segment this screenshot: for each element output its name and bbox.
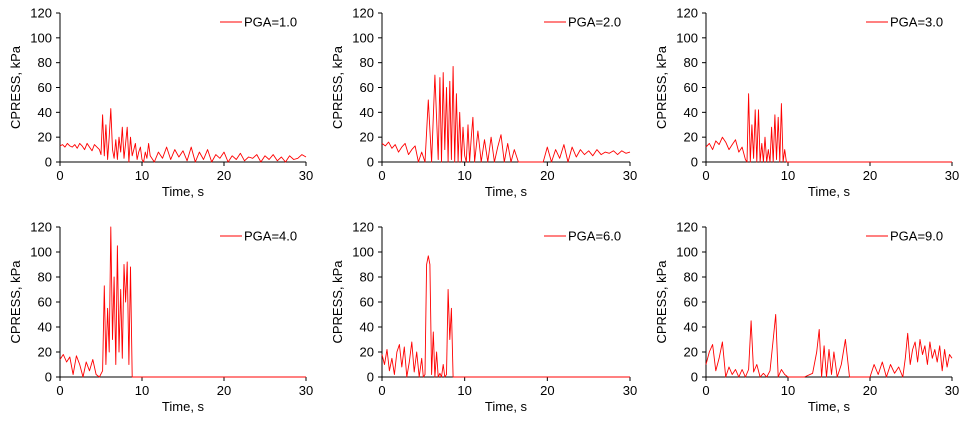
- y-tick-label: 120: [676, 6, 698, 21]
- x-axis-title: Time, s: [485, 184, 528, 199]
- x-tick-label: 30: [299, 383, 313, 398]
- series-line: [705, 314, 953, 378]
- series-line: [705, 93, 952, 163]
- x-tick-label: 20: [863, 383, 877, 398]
- x-tick-label: 10: [781, 383, 795, 398]
- y-tick-label: 100: [352, 30, 374, 45]
- y-tick-label: 80: [360, 55, 374, 70]
- legend-label: PGA=3.0: [890, 15, 943, 30]
- y-tick-label: 20: [684, 345, 698, 360]
- y-tick-label: 40: [684, 105, 698, 120]
- x-axis-title: Time, s: [162, 399, 205, 414]
- chart-panel-1: 0 20 40 60 80 100 120 0 10 20 30 Time, s CPRESS, kPa…: [8, 6, 313, 200]
- x-tick-label: 0: [702, 383, 709, 398]
- x-tick-label: 0: [378, 168, 385, 183]
- y-tick-label: 100: [676, 30, 698, 45]
- legend-label: PGA=1.0: [244, 15, 297, 30]
- y-axis-title: CPRESS, kPa: [330, 45, 345, 129]
- series-line: [381, 255, 630, 378]
- y-tick-label: 60: [684, 80, 698, 95]
- y-axis-title: CPRESS, kPa: [654, 45, 669, 129]
- y-tick-label: 0: [367, 155, 374, 170]
- y-tick-label: 80: [38, 270, 52, 285]
- x-tick-label: 10: [781, 168, 795, 183]
- chart-panel-2: 0 20 40 60 80 100 120 0 10 20 30 Time, s CPRESS, kPa…: [330, 6, 637, 200]
- chart-panel-6: 0 20 40 60 80 100 120 0 10 20 30 Time, s CPRESS, kPa…: [654, 220, 959, 415]
- x-tick-label: 20: [217, 168, 231, 183]
- x-tick-label: 20: [863, 168, 877, 183]
- x-tick-label: 20: [540, 168, 554, 183]
- y-tick-label: 60: [360, 295, 374, 310]
- y-tick-label: 80: [38, 55, 52, 70]
- y-tick-label: 120: [30, 220, 52, 235]
- x-tick-label: 20: [540, 383, 554, 398]
- y-tick-label: 0: [45, 155, 52, 170]
- legend-label: PGA=4.0: [244, 229, 297, 244]
- y-tick-label: 100: [676, 245, 698, 260]
- x-tick-label: 0: [56, 383, 63, 398]
- y-tick-label: 120: [676, 220, 698, 235]
- y-axis-title: CPRESS, kPa: [654, 260, 669, 344]
- y-tick-label: 0: [367, 370, 374, 385]
- y-tick-label: 40: [38, 320, 52, 335]
- x-tick-label: 30: [945, 383, 959, 398]
- y-tick-label: 120: [352, 220, 374, 235]
- x-tick-label: 0: [56, 168, 63, 183]
- x-tick-label: 30: [945, 168, 959, 183]
- y-tick-label: 100: [352, 245, 374, 260]
- y-tick-label: 20: [38, 345, 52, 360]
- x-axis-title: Time, s: [808, 184, 851, 199]
- x-tick-label: 10: [135, 168, 149, 183]
- y-tick-label: 60: [684, 295, 698, 310]
- x-tick-label: 30: [299, 168, 313, 183]
- x-tick-label: 0: [702, 168, 709, 183]
- y-tick-label: 120: [352, 6, 374, 21]
- x-tick-label: 10: [457, 168, 471, 183]
- y-tick-label: 40: [684, 320, 698, 335]
- y-tick-label: 60: [360, 80, 374, 95]
- y-tick-label: 20: [360, 345, 374, 360]
- y-tick-label: 60: [38, 295, 52, 310]
- series-line: [59, 108, 307, 163]
- x-axis-title: Time, s: [162, 184, 205, 199]
- x-tick-label: 30: [623, 168, 637, 183]
- x-axis-title: Time, s: [485, 399, 528, 414]
- y-tick-label: 20: [360, 130, 374, 145]
- y-axis-title: CPRESS, kPa: [8, 260, 23, 344]
- series-line: [59, 226, 306, 378]
- y-tick-label: 40: [360, 320, 374, 335]
- y-tick-label: 0: [691, 155, 698, 170]
- x-tick-label: 0: [378, 383, 385, 398]
- y-tick-label: 80: [684, 55, 698, 70]
- x-axis-title: Time, s: [808, 399, 851, 414]
- y-tick-label: 20: [684, 130, 698, 145]
- legend-label: PGA=2.0: [568, 15, 621, 30]
- y-tick-label: 80: [684, 270, 698, 285]
- y-tick-label: 20: [38, 130, 52, 145]
- y-tick-label: 120: [30, 6, 52, 21]
- x-tick-label: 10: [135, 383, 149, 398]
- chart-panel-5: 0 20 40 60 80 100 120 0 10 20 30 Time, s CPRESS, kPa…: [330, 220, 637, 415]
- legend-label: PGA=9.0: [890, 229, 943, 244]
- y-axis-title: CPRESS, kPa: [330, 260, 345, 344]
- y-tick-label: 40: [38, 105, 52, 120]
- y-axis-title: CPRESS, kPa: [8, 45, 23, 129]
- y-tick-label: 100: [30, 30, 52, 45]
- x-tick-label: 20: [217, 383, 231, 398]
- series-line: [381, 65, 631, 163]
- x-tick-label: 10: [457, 383, 471, 398]
- y-tick-label: 80: [360, 270, 374, 285]
- y-tick-label: 0: [691, 370, 698, 385]
- y-tick-label: 100: [30, 245, 52, 260]
- x-tick-label: 30: [623, 383, 637, 398]
- chart-panel-4: 0 20 40 60 80 100 120 0 10 20 30 Time, s CPRESS, kPa…: [8, 220, 313, 415]
- y-tick-label: 0: [45, 370, 52, 385]
- y-tick-label: 40: [360, 105, 374, 120]
- y-tick-label: 60: [38, 80, 52, 95]
- legend-label: PGA=6.0: [568, 229, 621, 244]
- chart-panel-3: 0 20 40 60 80 100 120 0 10 20 30 Time, s CPRESS, kPa…: [654, 6, 959, 200]
